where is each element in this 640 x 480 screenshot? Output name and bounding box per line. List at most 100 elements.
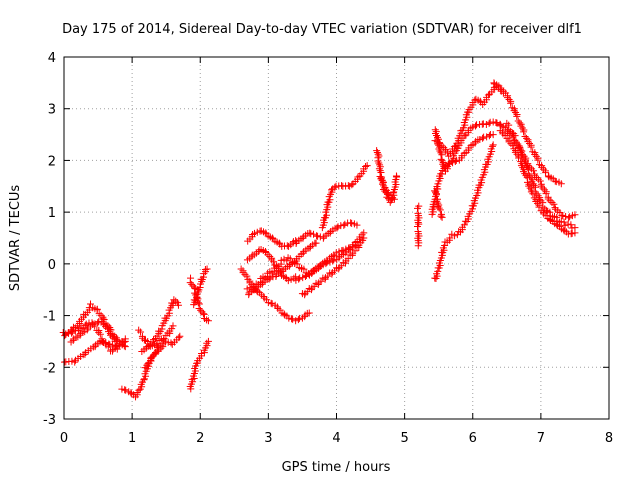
data-point [438,151,446,159]
data-point [503,94,511,102]
data-point [433,191,441,199]
data-point [493,119,501,127]
data-point [201,266,209,274]
data-point [560,218,568,226]
data-point [571,224,579,232]
data-point [68,329,76,337]
data-point [197,306,205,314]
data-point [537,182,545,190]
data-point [390,195,398,203]
data-point [485,119,493,127]
data-point [363,162,371,170]
y-tick-label: 4 [48,51,56,66]
data-points [59,79,579,401]
data-point [348,181,356,189]
data-point [527,143,535,151]
data-point [195,304,203,312]
data-point [479,120,487,128]
data-point [523,134,531,142]
y-axis-label: SDTVAR / TECUs [8,185,23,292]
data-point [353,242,361,250]
data-point [484,91,492,99]
data-point [526,139,534,147]
data-point [565,214,573,222]
data-point [439,158,447,166]
axis-ticks: 0 1 2 3 4 5 6 7 8 -3 -2 -1 0 1 2 3 4 [43,51,613,446]
data-point [378,173,386,181]
data-point [492,119,500,127]
data-point [373,147,381,155]
data-point [103,324,111,332]
x-tick-label: 5 [400,431,408,446]
x-axis-label: GPS time / hours [282,460,391,475]
data-point [379,178,387,186]
data-point [543,207,551,215]
data-point [535,196,543,204]
data-point [121,337,129,345]
data-point [375,165,383,173]
data-point [93,305,101,313]
data-point [122,386,130,394]
data-point [436,206,444,214]
data-point [375,152,383,160]
data-point [392,172,400,180]
x-tick-label: 4 [332,431,340,446]
x-tick-label: 8 [605,431,613,446]
data-point [541,186,549,194]
data-point [288,315,296,323]
y-tick-label: 0 [48,258,56,273]
data-point [167,339,175,347]
data-point [87,300,94,308]
data-point [199,310,207,318]
data-point [551,177,559,185]
data-point [176,332,184,340]
data-point [444,149,452,157]
data-point [344,255,352,263]
data-point [140,336,148,344]
data-point [511,148,519,156]
x-tick-label: 0 [60,431,68,446]
plot-frame [63,56,610,420]
data-point [188,280,196,288]
data-point [438,213,446,221]
data-point [243,272,251,280]
data-point [175,334,183,342]
data-point [98,337,106,345]
data-point [513,112,521,120]
data-point [204,317,212,325]
data-point [362,162,370,170]
data-point [377,175,385,183]
data-point [536,177,544,185]
data-point [542,169,550,177]
data-point [435,204,443,212]
data-point [505,95,513,103]
data-point [326,196,334,204]
data-point [313,232,321,240]
y-tick-label: -3 [43,413,56,428]
data-point [295,275,303,283]
data-point [283,242,291,250]
data-point [479,134,487,142]
data-point [529,167,537,175]
data-point [522,162,530,170]
chart-title: Day 175 of 2014, Sidereal Day-to-day VTE… [62,22,582,37]
data-point [340,221,348,229]
data-point [140,376,148,384]
y-tick-label: 1 [48,206,56,221]
data-point [204,337,212,345]
data-point [305,309,313,317]
data-point [331,183,339,191]
data-point [558,211,566,219]
data-point [542,190,550,198]
data-point [102,339,110,347]
data-point [520,128,528,136]
data-point [267,299,275,307]
grid [64,57,609,419]
data-point [373,148,381,156]
data-point [105,340,113,348]
data-point [561,221,569,229]
data-point [509,141,517,149]
data-point [512,109,520,117]
data-point [513,150,521,158]
